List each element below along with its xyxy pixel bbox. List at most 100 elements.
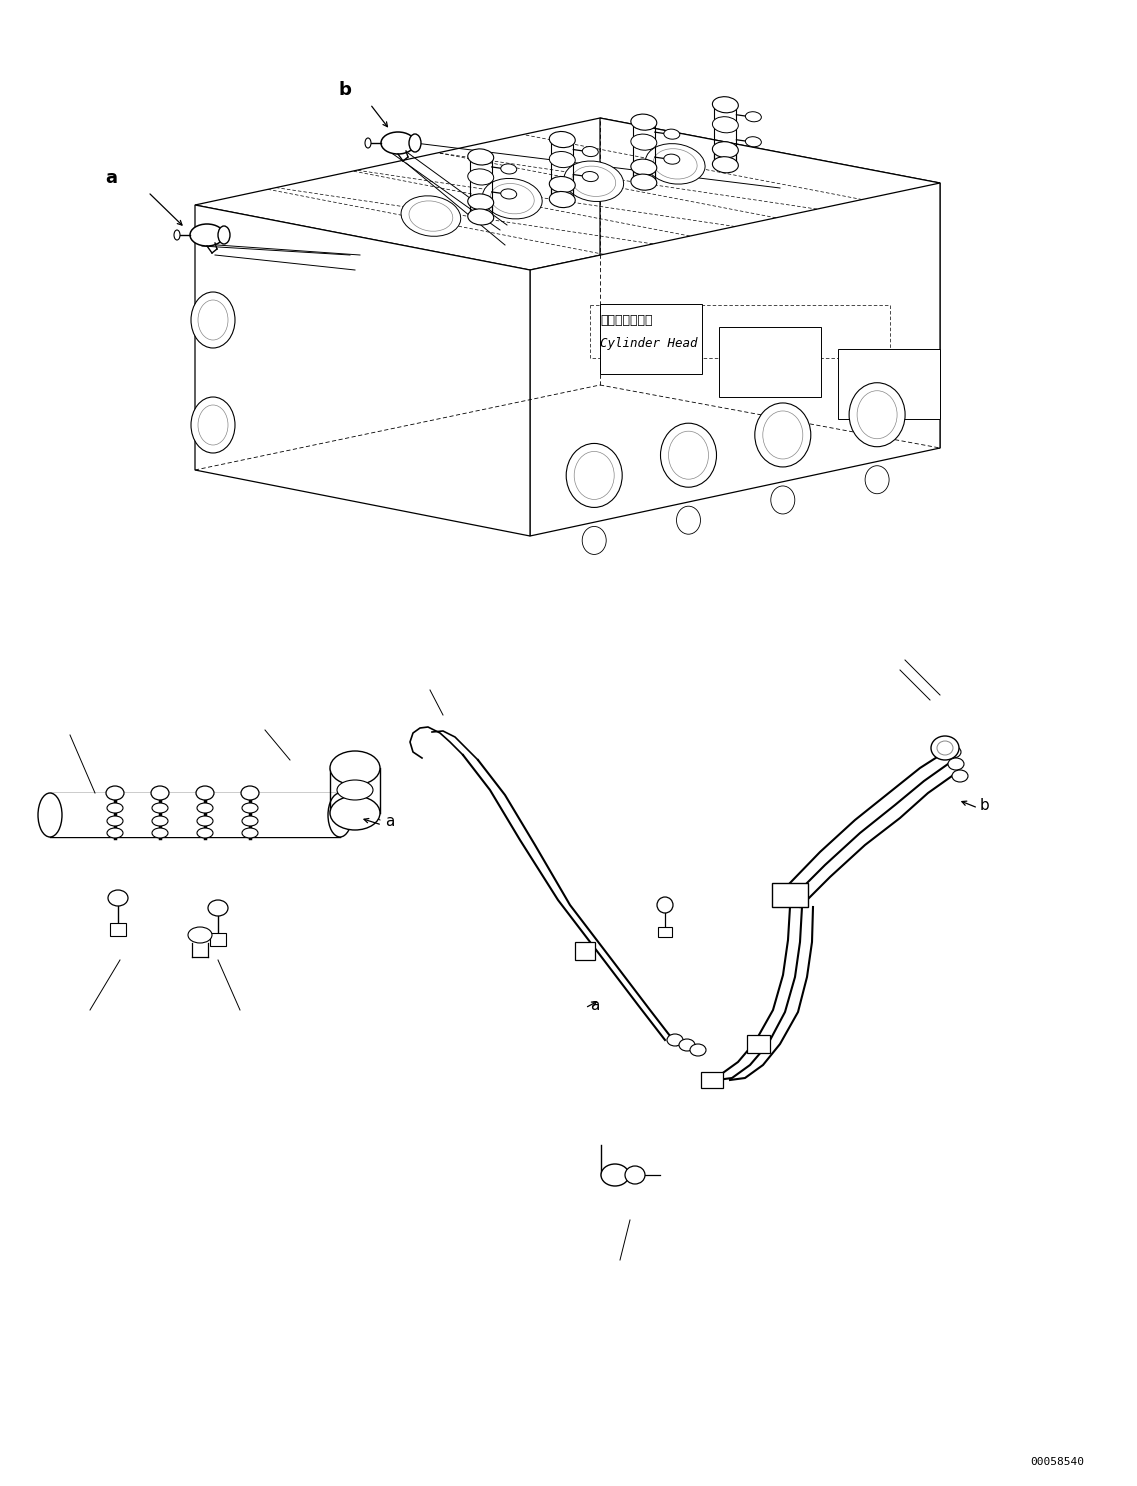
Ellipse shape (849, 383, 905, 447)
Ellipse shape (625, 1167, 645, 1184)
Ellipse shape (208, 901, 229, 915)
Ellipse shape (713, 156, 738, 172)
Ellipse shape (631, 159, 657, 175)
Polygon shape (719, 327, 821, 397)
Ellipse shape (713, 97, 738, 113)
Ellipse shape (690, 1045, 706, 1057)
Ellipse shape (664, 155, 680, 163)
Ellipse shape (661, 424, 716, 487)
Ellipse shape (190, 224, 224, 247)
Ellipse shape (654, 149, 697, 178)
Polygon shape (838, 349, 940, 419)
Polygon shape (600, 117, 940, 447)
Ellipse shape (218, 226, 230, 244)
Ellipse shape (198, 406, 229, 444)
Polygon shape (747, 1036, 770, 1054)
Ellipse shape (631, 114, 657, 131)
Ellipse shape (657, 898, 673, 912)
Polygon shape (600, 305, 702, 374)
Ellipse shape (482, 178, 542, 218)
Ellipse shape (646, 144, 705, 184)
Ellipse shape (108, 890, 128, 906)
Ellipse shape (746, 137, 762, 147)
Ellipse shape (664, 129, 680, 140)
Ellipse shape (409, 201, 453, 232)
Polygon shape (210, 933, 226, 947)
Polygon shape (702, 1071, 723, 1088)
Polygon shape (50, 794, 340, 837)
Ellipse shape (197, 828, 213, 838)
Polygon shape (196, 117, 940, 270)
Ellipse shape (937, 742, 953, 755)
Ellipse shape (677, 507, 700, 533)
Ellipse shape (669, 431, 708, 478)
Ellipse shape (865, 465, 889, 493)
Ellipse shape (191, 397, 235, 453)
Ellipse shape (152, 828, 168, 838)
Text: シリンダヘッド: シリンダヘッド (600, 314, 653, 327)
Ellipse shape (549, 152, 575, 168)
Ellipse shape (197, 802, 213, 813)
Ellipse shape (549, 192, 575, 208)
Ellipse shape (948, 758, 964, 770)
Ellipse shape (152, 802, 168, 813)
Ellipse shape (771, 486, 795, 514)
Ellipse shape (381, 132, 415, 155)
Text: Cylinder Head: Cylinder Head (600, 336, 697, 349)
Ellipse shape (574, 452, 614, 499)
Text: a: a (385, 814, 395, 829)
Ellipse shape (549, 131, 575, 147)
Ellipse shape (467, 193, 493, 210)
Polygon shape (575, 942, 595, 960)
Ellipse shape (196, 786, 214, 799)
Ellipse shape (401, 196, 460, 236)
Ellipse shape (327, 794, 352, 837)
Ellipse shape (106, 786, 124, 799)
Polygon shape (110, 923, 126, 936)
Ellipse shape (197, 816, 213, 826)
Ellipse shape (107, 828, 123, 838)
Polygon shape (772, 883, 808, 906)
Ellipse shape (582, 147, 598, 156)
Ellipse shape (500, 189, 516, 199)
Ellipse shape (198, 300, 229, 340)
Ellipse shape (746, 111, 762, 122)
Polygon shape (530, 183, 940, 536)
Ellipse shape (601, 1164, 629, 1186)
Ellipse shape (582, 526, 606, 554)
Ellipse shape (582, 171, 598, 181)
Ellipse shape (564, 160, 623, 202)
Ellipse shape (467, 149, 493, 165)
Ellipse shape (566, 443, 622, 507)
Ellipse shape (490, 183, 534, 214)
Text: b: b (980, 798, 989, 813)
Ellipse shape (631, 174, 657, 190)
Ellipse shape (152, 816, 168, 826)
Ellipse shape (191, 293, 235, 348)
Text: a: a (590, 997, 599, 1012)
Ellipse shape (500, 163, 516, 174)
Ellipse shape (242, 802, 258, 813)
Ellipse shape (713, 141, 738, 158)
Ellipse shape (107, 802, 123, 813)
Ellipse shape (572, 166, 615, 196)
Ellipse shape (242, 816, 258, 826)
Ellipse shape (763, 412, 803, 459)
Ellipse shape (713, 117, 738, 132)
Ellipse shape (330, 750, 380, 785)
Ellipse shape (945, 746, 961, 758)
Ellipse shape (467, 210, 493, 224)
Ellipse shape (330, 796, 380, 831)
Ellipse shape (931, 736, 958, 759)
Ellipse shape (188, 927, 211, 944)
Ellipse shape (409, 134, 421, 152)
Ellipse shape (679, 1039, 695, 1051)
Ellipse shape (549, 177, 575, 193)
Ellipse shape (667, 1034, 683, 1046)
Text: 00058540: 00058540 (1030, 1456, 1084, 1467)
Ellipse shape (631, 134, 657, 150)
Ellipse shape (38, 794, 63, 837)
Ellipse shape (952, 770, 968, 782)
Ellipse shape (857, 391, 897, 438)
Ellipse shape (467, 169, 493, 184)
